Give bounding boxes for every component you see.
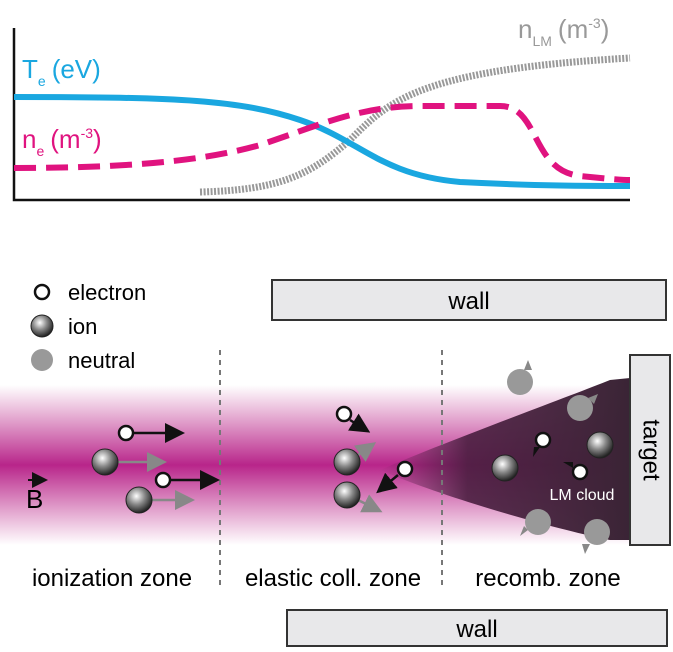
te-label: Te(eV) (22, 54, 101, 89)
cloud-label: LM cloud (550, 487, 615, 504)
field-label: B (26, 484, 43, 514)
nlm-label: nLM(m-3) (518, 14, 609, 49)
neutral-icon (31, 349, 53, 371)
electron-icon (35, 285, 49, 299)
electron (156, 473, 170, 487)
electron (119, 426, 133, 440)
arrow (582, 544, 590, 554)
neutral (584, 519, 610, 545)
zone-label: recomb. zone (475, 565, 620, 592)
ion (587, 432, 613, 458)
electron (536, 433, 550, 447)
axes (14, 28, 630, 200)
wall-label: wall (447, 288, 489, 315)
neutral (507, 369, 533, 395)
electron (573, 465, 587, 479)
target-label: target (638, 419, 665, 481)
ne-curve (14, 106, 630, 180)
ion (126, 487, 152, 513)
ne-label: ne(m-3) (22, 124, 102, 159)
legend-label: electron (68, 280, 146, 305)
ion (492, 455, 518, 481)
arrow (524, 360, 532, 370)
electron (398, 462, 412, 476)
zone-label: ionization zone (32, 565, 192, 592)
zone-label: elastic coll. zone (245, 565, 421, 592)
ion (92, 449, 118, 475)
profile-plot: Te(eV) ne(m-3) nLM(m-3) (14, 14, 630, 200)
legend: electron ion neutral (31, 280, 146, 373)
legend-label: neutral (68, 348, 135, 373)
electron (337, 407, 351, 421)
ion (334, 482, 360, 508)
legend-label: ion (68, 314, 97, 339)
ion-icon (31, 315, 53, 337)
diagram: Te(eV) ne(m-3) nLM(m-3) electron ion neu… (0, 0, 673, 648)
ion (334, 449, 360, 475)
neutral (525, 509, 551, 535)
wall-label: wall (455, 616, 497, 643)
